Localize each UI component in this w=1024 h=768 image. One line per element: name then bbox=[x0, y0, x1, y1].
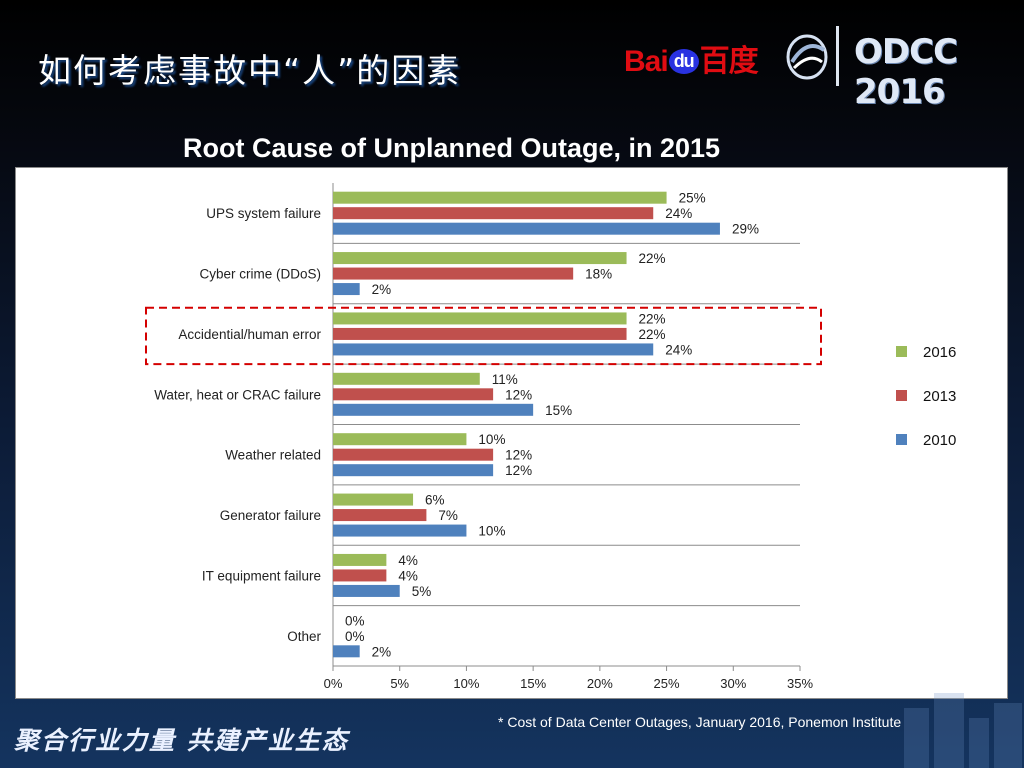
data-label: 4% bbox=[398, 568, 418, 583]
data-label: 2% bbox=[372, 644, 392, 659]
data-label: 18% bbox=[585, 267, 612, 282]
odcc-logo: ODCC 2016 bbox=[854, 32, 958, 112]
x-tick-label: 15% bbox=[520, 676, 546, 691]
slogan: 聚合行业力量 共建产业生态 bbox=[14, 726, 349, 755]
header-logos: Bai du 百度 ODCC 2016 bbox=[624, 22, 1014, 112]
x-tick-label: 25% bbox=[654, 676, 680, 691]
x-tick-label: 10% bbox=[453, 676, 479, 691]
data-label: 4% bbox=[398, 553, 418, 568]
data-label: 2% bbox=[372, 282, 392, 297]
x-tick-label: 20% bbox=[587, 676, 613, 691]
baidu-logo: Bai du 百度 bbox=[624, 36, 759, 80]
bar-2016 bbox=[333, 191, 667, 204]
baidu-logo-text: Bai bbox=[624, 45, 669, 78]
bar-2013 bbox=[333, 267, 574, 280]
legend-label: 2016 bbox=[923, 344, 956, 361]
category-label: Accidential/human error bbox=[178, 327, 321, 342]
category-label: Generator failure bbox=[220, 508, 321, 523]
data-label: 6% bbox=[425, 493, 445, 508]
x-tick-label: 0% bbox=[324, 676, 343, 691]
data-label: 24% bbox=[665, 342, 692, 357]
bar-2010 bbox=[333, 464, 494, 477]
bar-2013 bbox=[333, 569, 387, 582]
bar-2010 bbox=[333, 584, 400, 597]
bar-2016 bbox=[333, 372, 480, 385]
data-label: 22% bbox=[639, 251, 666, 266]
highlight-box bbox=[145, 306, 822, 366]
bar-2016 bbox=[333, 493, 414, 506]
baidu-paw-icon: du bbox=[668, 49, 699, 74]
data-label: 11% bbox=[492, 372, 518, 387]
legend-swatch-2010 bbox=[896, 434, 907, 445]
bar-2010 bbox=[333, 222, 720, 235]
legend-label: 2013 bbox=[923, 388, 956, 405]
category-label: Other bbox=[287, 629, 321, 644]
data-label: 24% bbox=[665, 206, 692, 221]
bar-2013 bbox=[333, 448, 494, 461]
data-label: 15% bbox=[545, 403, 572, 418]
bar-2010 bbox=[333, 403, 534, 416]
x-tick-label: 5% bbox=[390, 676, 409, 691]
source-footnote: * Cost of Data Center Outages, January 2… bbox=[498, 714, 902, 730]
data-label: 22% bbox=[639, 311, 666, 326]
legend-label: 2010 bbox=[923, 432, 956, 449]
bar-2010 bbox=[333, 283, 360, 296]
bar-2016 bbox=[333, 433, 467, 446]
logo-separator bbox=[836, 26, 839, 86]
data-label: 12% bbox=[505, 463, 532, 478]
data-label: 0% bbox=[345, 613, 365, 628]
chart-title: Root Cause of Unplanned Outage, in 2015 bbox=[183, 133, 721, 163]
data-label: 12% bbox=[505, 448, 532, 463]
bar-2013 bbox=[333, 207, 654, 220]
bar-2016 bbox=[333, 252, 627, 265]
legend-swatch-2016 bbox=[896, 346, 907, 357]
category-label: UPS system failure bbox=[206, 206, 321, 221]
data-label: 22% bbox=[639, 327, 666, 342]
data-label: 25% bbox=[679, 191, 706, 206]
bar-2010 bbox=[333, 343, 654, 356]
category-label: IT equipment failure bbox=[202, 568, 321, 583]
bar-2013 bbox=[333, 509, 427, 522]
data-label: 0% bbox=[345, 629, 365, 644]
chart-panel: 0% 5% 10% 15% 20% 25% 30% 35% UPS system failure… bbox=[15, 167, 1008, 699]
bar-2016 bbox=[333, 312, 627, 325]
category-label: Water, heat or CRAC failure bbox=[154, 387, 321, 402]
bar-2016 bbox=[333, 553, 387, 566]
bar-2010 bbox=[333, 524, 467, 537]
bar-2013 bbox=[333, 327, 627, 340]
organization-emblem-icon bbox=[786, 34, 828, 80]
category-label: Cyber crime (DDoS) bbox=[199, 267, 321, 282]
data-label: 10% bbox=[478, 524, 505, 539]
data-label: 10% bbox=[478, 432, 505, 447]
building-decoration bbox=[904, 693, 1022, 768]
bar-chart: 0% 5% 10% 15% 20% 25% 30% 35% UPS system failure… bbox=[145, 183, 956, 691]
x-tick-label: 35% bbox=[787, 676, 813, 691]
data-label: 5% bbox=[412, 584, 432, 599]
data-label: 7% bbox=[438, 508, 458, 523]
x-tick-label: 30% bbox=[720, 676, 746, 691]
bar-2013 bbox=[333, 388, 494, 401]
legend-swatch-2013 bbox=[896, 390, 907, 401]
data-label: 12% bbox=[505, 387, 532, 402]
baidu-logo-cn: 百度 bbox=[699, 44, 759, 79]
data-label: 29% bbox=[732, 222, 759, 237]
bar-2010 bbox=[333, 645, 360, 658]
slide-title: 如何考虑事故中“人”的因素 bbox=[38, 51, 462, 90]
category-label: Weather related bbox=[225, 448, 321, 463]
